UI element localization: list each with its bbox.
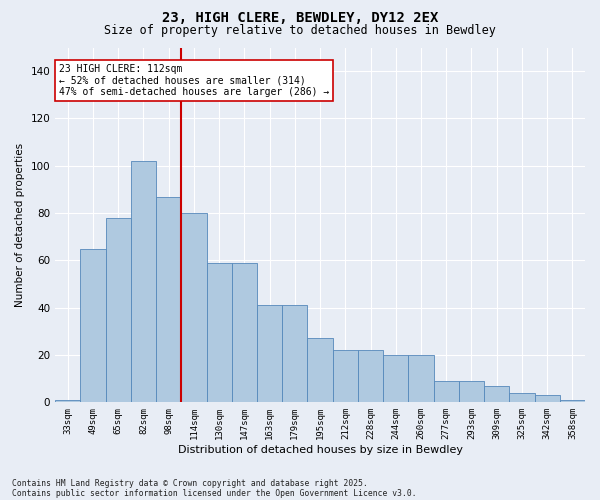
Text: Size of property relative to detached houses in Bewdley: Size of property relative to detached ho… <box>104 24 496 37</box>
Bar <box>257 306 282 402</box>
Bar <box>55 400 80 402</box>
Text: 23 HIGH CLERE: 112sqm
← 52% of detached houses are smaller (314)
47% of semi-det: 23 HIGH CLERE: 112sqm ← 52% of detached … <box>59 64 329 98</box>
Y-axis label: Number of detached properties: Number of detached properties <box>15 143 25 307</box>
Bar <box>509 393 535 402</box>
Bar <box>307 338 332 402</box>
Bar <box>156 196 181 402</box>
Bar <box>80 248 106 402</box>
Bar <box>131 161 156 402</box>
Text: 23, HIGH CLERE, BEWDLEY, DY12 2EX: 23, HIGH CLERE, BEWDLEY, DY12 2EX <box>162 11 438 25</box>
Bar <box>484 386 509 402</box>
Bar <box>232 263 257 402</box>
Bar <box>434 381 459 402</box>
Bar <box>459 381 484 402</box>
Bar <box>535 395 560 402</box>
Bar <box>560 400 585 402</box>
Text: Contains HM Land Registry data © Crown copyright and database right 2025.
Contai: Contains HM Land Registry data © Crown c… <box>12 479 416 498</box>
Bar <box>383 355 409 403</box>
Bar <box>282 306 307 402</box>
Bar <box>332 350 358 403</box>
Bar <box>206 263 232 402</box>
Bar <box>181 213 206 402</box>
X-axis label: Distribution of detached houses by size in Bewdley: Distribution of detached houses by size … <box>178 445 463 455</box>
Bar <box>106 218 131 402</box>
Bar <box>409 355 434 403</box>
Bar <box>358 350 383 403</box>
